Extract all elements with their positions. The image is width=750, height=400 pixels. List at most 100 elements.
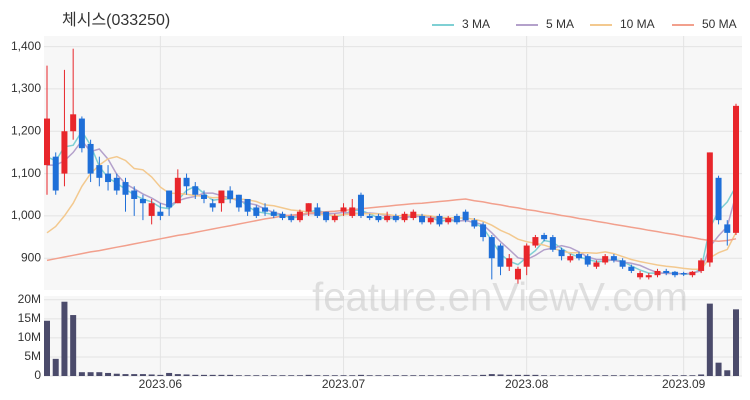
x-tick-label: 2023.07: [322, 377, 366, 391]
volume-bar: [410, 375, 417, 376]
volume-bar: [323, 375, 330, 376]
candle-body: [105, 173, 112, 183]
candle-body: [323, 211, 330, 221]
candle-body: [253, 207, 260, 216]
volume-bar: [497, 374, 504, 376]
y-tick-label: 5M: [24, 349, 41, 363]
candle-body: [288, 215, 295, 221]
chart-title: 체시스(033250): [62, 11, 170, 29]
candle-body: [497, 245, 504, 267]
candle-body: [262, 207, 269, 212]
candle-body: [401, 213, 408, 221]
volume-bar: [436, 375, 443, 376]
volume-bar: [445, 375, 452, 376]
candle-body: [52, 156, 59, 191]
candle-body: [471, 220, 478, 227]
y-tick-label: 1,000: [11, 208, 41, 222]
candle-body: [593, 262, 600, 267]
volume-bar: [602, 375, 609, 376]
candle-body: [340, 207, 347, 212]
volume-bar: [166, 372, 173, 376]
candle-body: [576, 254, 583, 259]
volume-bar: [262, 375, 269, 376]
candle-body: [645, 275, 652, 278]
candle-body: [166, 190, 173, 208]
volume-bar: [87, 372, 94, 376]
candle-body: [514, 268, 521, 280]
volume-bar: [689, 375, 696, 376]
volume-bar: [523, 374, 530, 376]
volume-bar: [131, 374, 138, 376]
candle-body: [192, 186, 199, 195]
candle-body: [602, 256, 609, 263]
y-tick-label: 1,300: [11, 81, 41, 95]
y-tick-label: 15M: [18, 311, 41, 325]
candle-body: [671, 271, 678, 276]
price-panel: [44, 36, 742, 290]
y-tick-label: 1,400: [11, 39, 41, 53]
volume-bar: [375, 375, 382, 376]
candle-body: [453, 215, 460, 223]
volume-bar: [227, 374, 234, 376]
candle-body: [706, 152, 713, 263]
candle-body: [436, 215, 443, 225]
volume-bar: [514, 374, 521, 376]
candle-body: [654, 270, 661, 276]
candle-body: [541, 234, 548, 240]
candle-body: [227, 190, 234, 199]
y-tick-label: 20M: [18, 292, 41, 306]
volume-bar: [52, 358, 59, 376]
volume-bar: [61, 301, 68, 376]
y-tick-label: 1,200: [11, 123, 41, 137]
candle-body: [419, 215, 426, 223]
volume-bar: [567, 375, 574, 376]
volume-bar: [637, 375, 644, 376]
y-tick-label: 900: [21, 250, 41, 264]
volume-bar: [174, 374, 181, 376]
candle-body: [427, 218, 434, 223]
candle-body: [174, 177, 181, 204]
candle-body: [488, 237, 495, 259]
candle-body: [663, 270, 670, 274]
x-tick-label: 2023.08: [505, 377, 549, 391]
volume-bar: [340, 375, 347, 376]
candle-body: [733, 105, 739, 233]
volume-bar: [296, 375, 303, 376]
volume-bar: [480, 374, 487, 376]
volume-bar: [288, 375, 295, 376]
volume-bar: [78, 372, 85, 376]
volume-bar: [619, 375, 626, 376]
candle-body: [61, 131, 68, 174]
volume-bar: [139, 374, 146, 376]
candle-body: [96, 165, 103, 178]
candle-body: [724, 224, 731, 233]
volume-bar: [392, 375, 399, 376]
volume-bar: [549, 375, 556, 376]
x-tick-label: 2023.09: [662, 377, 706, 391]
candle-body: [357, 194, 364, 216]
volume-bar: [218, 374, 225, 376]
volume-bar: [506, 374, 513, 376]
volume-bar: [235, 375, 242, 376]
volume-bar: [698, 374, 705, 376]
legend-label: 50 MA: [702, 17, 737, 31]
volume-bar: [419, 375, 426, 376]
candle-body: [131, 190, 138, 199]
candle-body: [366, 215, 373, 219]
volume-bar: [733, 309, 739, 376]
candle-body: [122, 182, 129, 195]
volume-bar: [105, 372, 112, 376]
volume-bar: [113, 373, 120, 376]
candle-body: [410, 211, 417, 219]
volume-bar: [541, 375, 548, 376]
volume-bar: [349, 375, 356, 376]
volume-bar: [610, 375, 617, 376]
volume-bar: [654, 375, 661, 376]
volume-bar: [462, 375, 469, 376]
volume-bar: [183, 374, 190, 376]
candle-body: [384, 215, 391, 221]
volume-bar: [471, 375, 478, 376]
volume-bar: [279, 375, 286, 376]
candle-body: [506, 258, 513, 267]
volume-bar: [663, 375, 670, 376]
